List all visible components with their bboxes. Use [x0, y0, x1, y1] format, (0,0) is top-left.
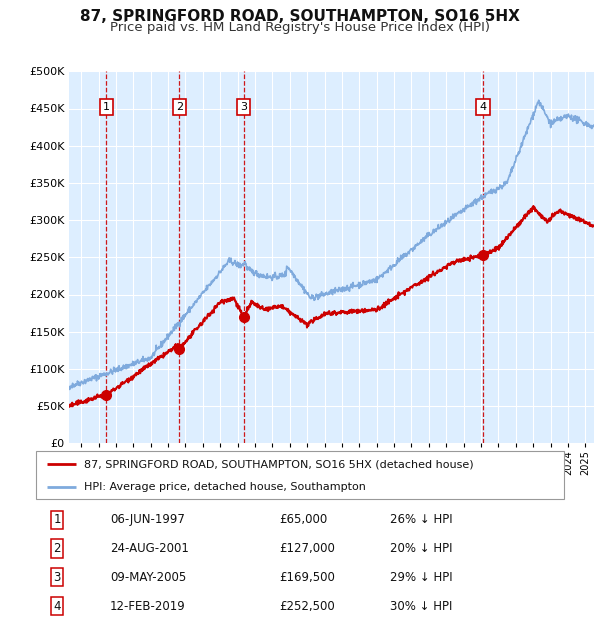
Text: 09-MAY-2005: 09-MAY-2005 [110, 571, 186, 584]
Text: 1: 1 [53, 513, 61, 526]
Text: 20% ↓ HPI: 20% ↓ HPI [390, 542, 452, 555]
Text: 3: 3 [241, 102, 247, 112]
Text: £127,000: £127,000 [279, 542, 335, 555]
Text: 24-AUG-2001: 24-AUG-2001 [110, 542, 189, 555]
Text: £169,500: £169,500 [279, 571, 335, 584]
Text: 26% ↓ HPI: 26% ↓ HPI [390, 513, 452, 526]
Text: 3: 3 [53, 571, 61, 584]
Text: £65,000: £65,000 [279, 513, 327, 526]
Text: 2: 2 [53, 542, 61, 555]
Text: 06-JUN-1997: 06-JUN-1997 [110, 513, 185, 526]
Text: 4: 4 [479, 102, 487, 112]
Text: £252,500: £252,500 [279, 600, 335, 613]
Text: 1: 1 [103, 102, 110, 112]
Text: Price paid vs. HM Land Registry's House Price Index (HPI): Price paid vs. HM Land Registry's House … [110, 21, 490, 34]
Text: 29% ↓ HPI: 29% ↓ HPI [390, 571, 452, 584]
Text: 87, SPRINGFORD ROAD, SOUTHAMPTON, SO16 5HX: 87, SPRINGFORD ROAD, SOUTHAMPTON, SO16 5… [80, 9, 520, 24]
Text: 2: 2 [176, 102, 183, 112]
Text: HPI: Average price, detached house, Southampton: HPI: Average price, detached house, Sout… [83, 482, 365, 492]
Text: 4: 4 [53, 600, 61, 613]
Text: 30% ↓ HPI: 30% ↓ HPI [390, 600, 452, 613]
FancyBboxPatch shape [36, 451, 564, 499]
Text: 12-FEB-2019: 12-FEB-2019 [110, 600, 185, 613]
Text: 87, SPRINGFORD ROAD, SOUTHAMPTON, SO16 5HX (detached house): 87, SPRINGFORD ROAD, SOUTHAMPTON, SO16 5… [83, 459, 473, 469]
